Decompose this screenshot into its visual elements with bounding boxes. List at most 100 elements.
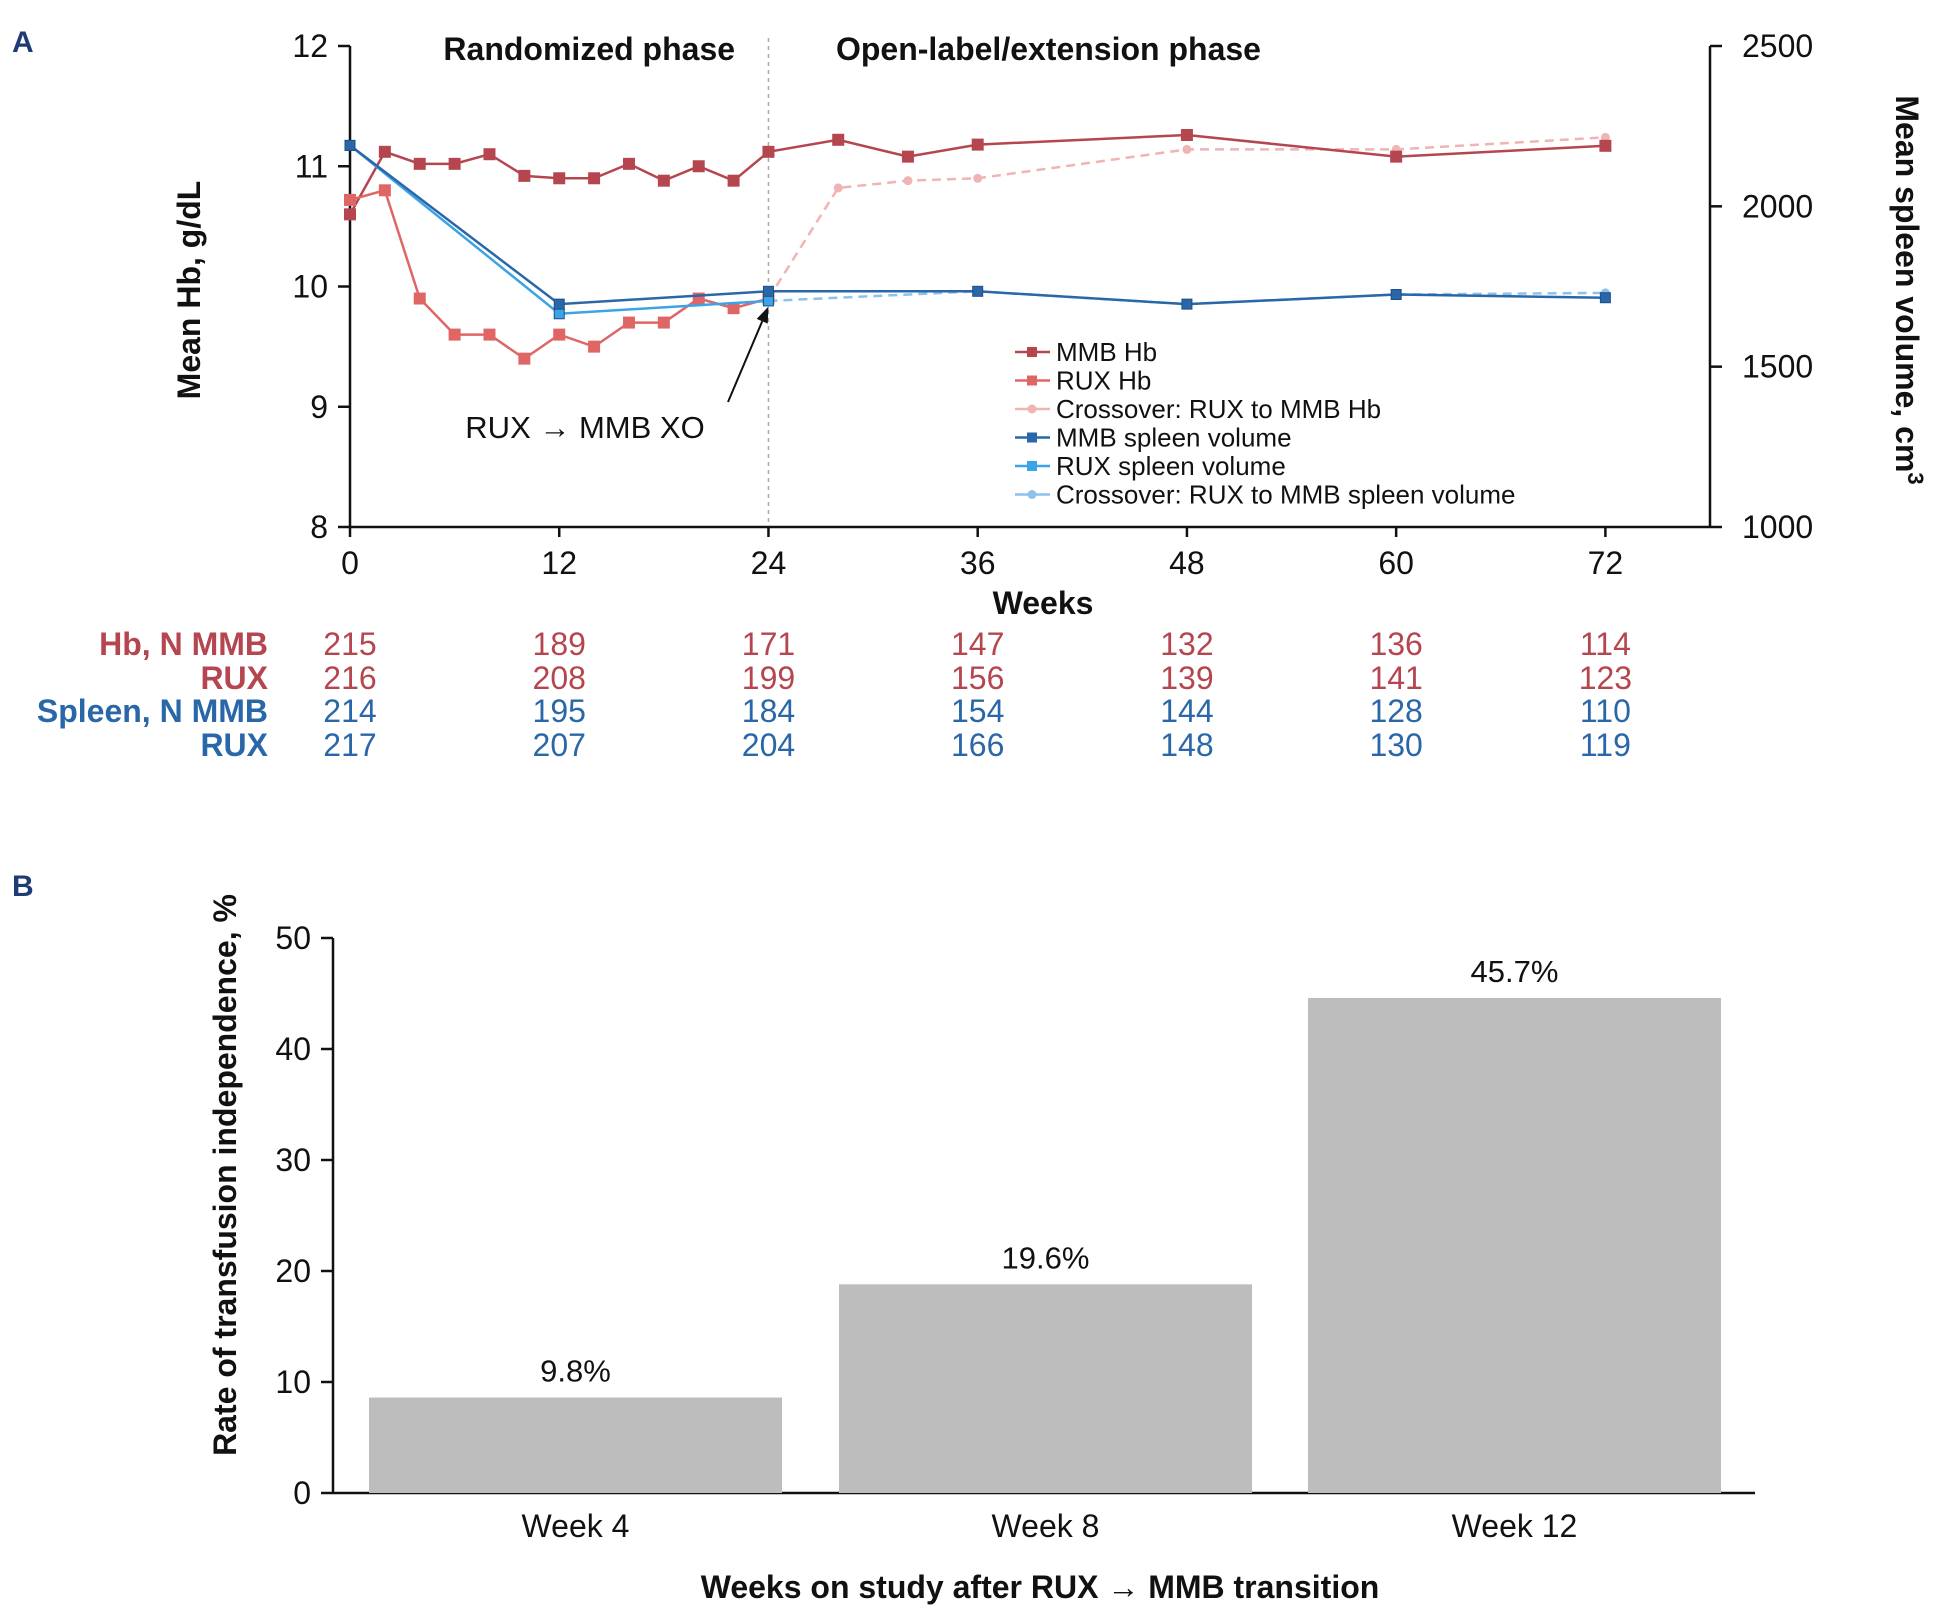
data-point-crossover-rux-to-mmb-hb [903, 176, 912, 185]
series-line-rux-spleen-volume [350, 145, 768, 313]
n-cell: 171 [742, 626, 795, 662]
data-point-rux-hb [379, 185, 390, 196]
data-point-mmb-hb [833, 134, 844, 145]
panel-a-label: A [12, 26, 34, 59]
data-point-rux-hb [449, 329, 460, 340]
b-y-tick-label: 10 [275, 1364, 311, 1400]
data-point-crossover-rux-to-mmb-hb [1182, 145, 1191, 154]
n-cell: 144 [1160, 693, 1213, 729]
legend-swatch-marker [1027, 347, 1037, 357]
data-point-mmb-hb [554, 173, 565, 184]
data-point-mmb-hb [728, 175, 739, 186]
left-y-tick-label: 10 [292, 269, 328, 305]
panel-b-ticks: 01020304050 [275, 920, 333, 1511]
n-cell: 114 [1580, 626, 1631, 662]
n-cell: 123 [1579, 660, 1632, 696]
n-cell: 147 [951, 626, 1004, 662]
left-y-tick-label: 11 [295, 148, 328, 184]
left-y-tick-label: 9 [310, 389, 328, 425]
bar-data-label: 9.8% [540, 1354, 611, 1389]
data-point-mmb-spleen-volume [554, 299, 564, 309]
bar [369, 1398, 782, 1493]
right-y-axis-title: Mean spleen volume, cm3 [1889, 95, 1928, 484]
x-tick-label: 60 [1378, 545, 1414, 581]
legend-swatch-marker [1027, 376, 1037, 386]
data-point-mmb-hb [519, 170, 530, 181]
n-cell: 166 [951, 727, 1004, 763]
n-row-label: RUX [200, 660, 268, 696]
right-y-tick-label: 1500 [1742, 349, 1813, 385]
data-point-mmb-hb [414, 158, 425, 169]
data-point-mmb-spleen-volume [763, 286, 773, 296]
data-point-rux-hb [554, 329, 565, 340]
n-cell: 215 [323, 626, 376, 662]
n-cell: 217 [323, 727, 376, 763]
series-line-crossover-rux-to-mmb-hb [768, 137, 1605, 298]
n-cell: 128 [1369, 693, 1422, 729]
legend-swatch-marker [1027, 433, 1037, 443]
data-point-rux-hb [658, 317, 669, 328]
panel-a-ticks: 0 12 24 36 48 60 72891011121000150020002500 [292, 28, 1813, 581]
series-line-mmb-spleen-volume [350, 145, 1605, 304]
n-cell: 119 [1580, 727, 1631, 763]
b-y-tick-label: 30 [275, 1142, 311, 1178]
data-point-rux-spleen-volume [554, 309, 564, 319]
n-cell: 189 [533, 626, 586, 662]
data-point-rux-hb [589, 341, 600, 352]
data-point-mmb-spleen-volume [1182, 299, 1192, 309]
right-y-axis-title-superscript: 3 [1903, 472, 1928, 484]
data-point-rux-spleen-volume [763, 296, 773, 306]
bar-data-label: 45.7% [1471, 954, 1559, 989]
n-cell: 110 [1580, 693, 1631, 729]
left-y-tick-label: 8 [310, 509, 328, 545]
figure: A B Randomized phase Open-label/extensio… [0, 0, 1939, 1609]
right-y-tick-label: 2500 [1742, 28, 1813, 64]
legend: MMB HbRUX HbCrossover: RUX to MMB HbMMB … [1015, 337, 1515, 510]
x-tick-label: 72 [1588, 545, 1624, 581]
data-point-mmb-spleen-volume [1391, 290, 1401, 300]
legend-entry: RUX Hb [1056, 366, 1151, 396]
data-point-mmb-hb [658, 175, 669, 186]
n-cell: 141 [1369, 660, 1422, 696]
data-point-crossover-rux-to-mmb-hb [973, 174, 982, 183]
legend-swatch-marker [1027, 461, 1037, 471]
b-y-tick-label: 20 [275, 1253, 311, 1289]
n-cell: 207 [533, 727, 586, 763]
panel-a-line-chart: Randomized phase Open-label/extension ph… [171, 28, 1928, 621]
data-point-mmb-hb [589, 173, 600, 184]
n-cell: 132 [1160, 626, 1213, 662]
panel-a-series [345, 129, 1611, 364]
data-point-mmb-hb [1181, 129, 1192, 140]
b-y-tick-label: 0 [293, 1475, 311, 1511]
open-label-phase-label: Open-label/extension phase [836, 31, 1261, 67]
bar [839, 1284, 1252, 1493]
legend-swatch-marker [1028, 490, 1037, 499]
panel-b-bars: 9.8% Week 4 19.6% Week 8 45.7% Week 12 [369, 954, 1721, 1544]
legend-entry: MMB spleen volume [1056, 423, 1292, 453]
n-cell: 136 [1369, 626, 1422, 662]
bar-data-label: 19.6% [1002, 1240, 1090, 1275]
n-cell: 156 [951, 660, 1004, 696]
randomized-phase-label: Randomized phase [443, 31, 735, 67]
n-row-label: RUX [200, 727, 268, 763]
n-cell: 204 [742, 727, 795, 763]
b-y-tick-label: 40 [275, 1031, 311, 1067]
legend-entry: Crossover: RUX to MMB spleen volume [1056, 480, 1515, 510]
data-point-mmb-hb [763, 146, 774, 157]
n-cell: 208 [533, 660, 586, 696]
data-point-mmb-hb [449, 158, 460, 169]
panel-b-bar-chart: 0 10 20 30 40 50 9.8% Week 4 19.6% Week 8 45.7% We… [207, 894, 1755, 1605]
legend-entry: RUX spleen volume [1056, 451, 1286, 481]
n-cell: 139 [1160, 660, 1213, 696]
data-point-mmb-hb [693, 161, 704, 172]
data-point-mmb-hb [379, 146, 390, 157]
x-axis-title: Weeks [993, 585, 1094, 621]
data-point-mmb-spleen-volume [345, 140, 355, 150]
right-y-tick-label: 2000 [1742, 188, 1813, 224]
data-point-rux-hb [484, 329, 495, 340]
x-tick-label: 48 [1169, 545, 1205, 581]
left-y-tick-label: 12 [292, 28, 328, 64]
n-cell: 148 [1160, 727, 1213, 763]
data-point-mmb-hb [1600, 140, 1611, 151]
right-y-tick-label: 1000 [1742, 509, 1813, 545]
